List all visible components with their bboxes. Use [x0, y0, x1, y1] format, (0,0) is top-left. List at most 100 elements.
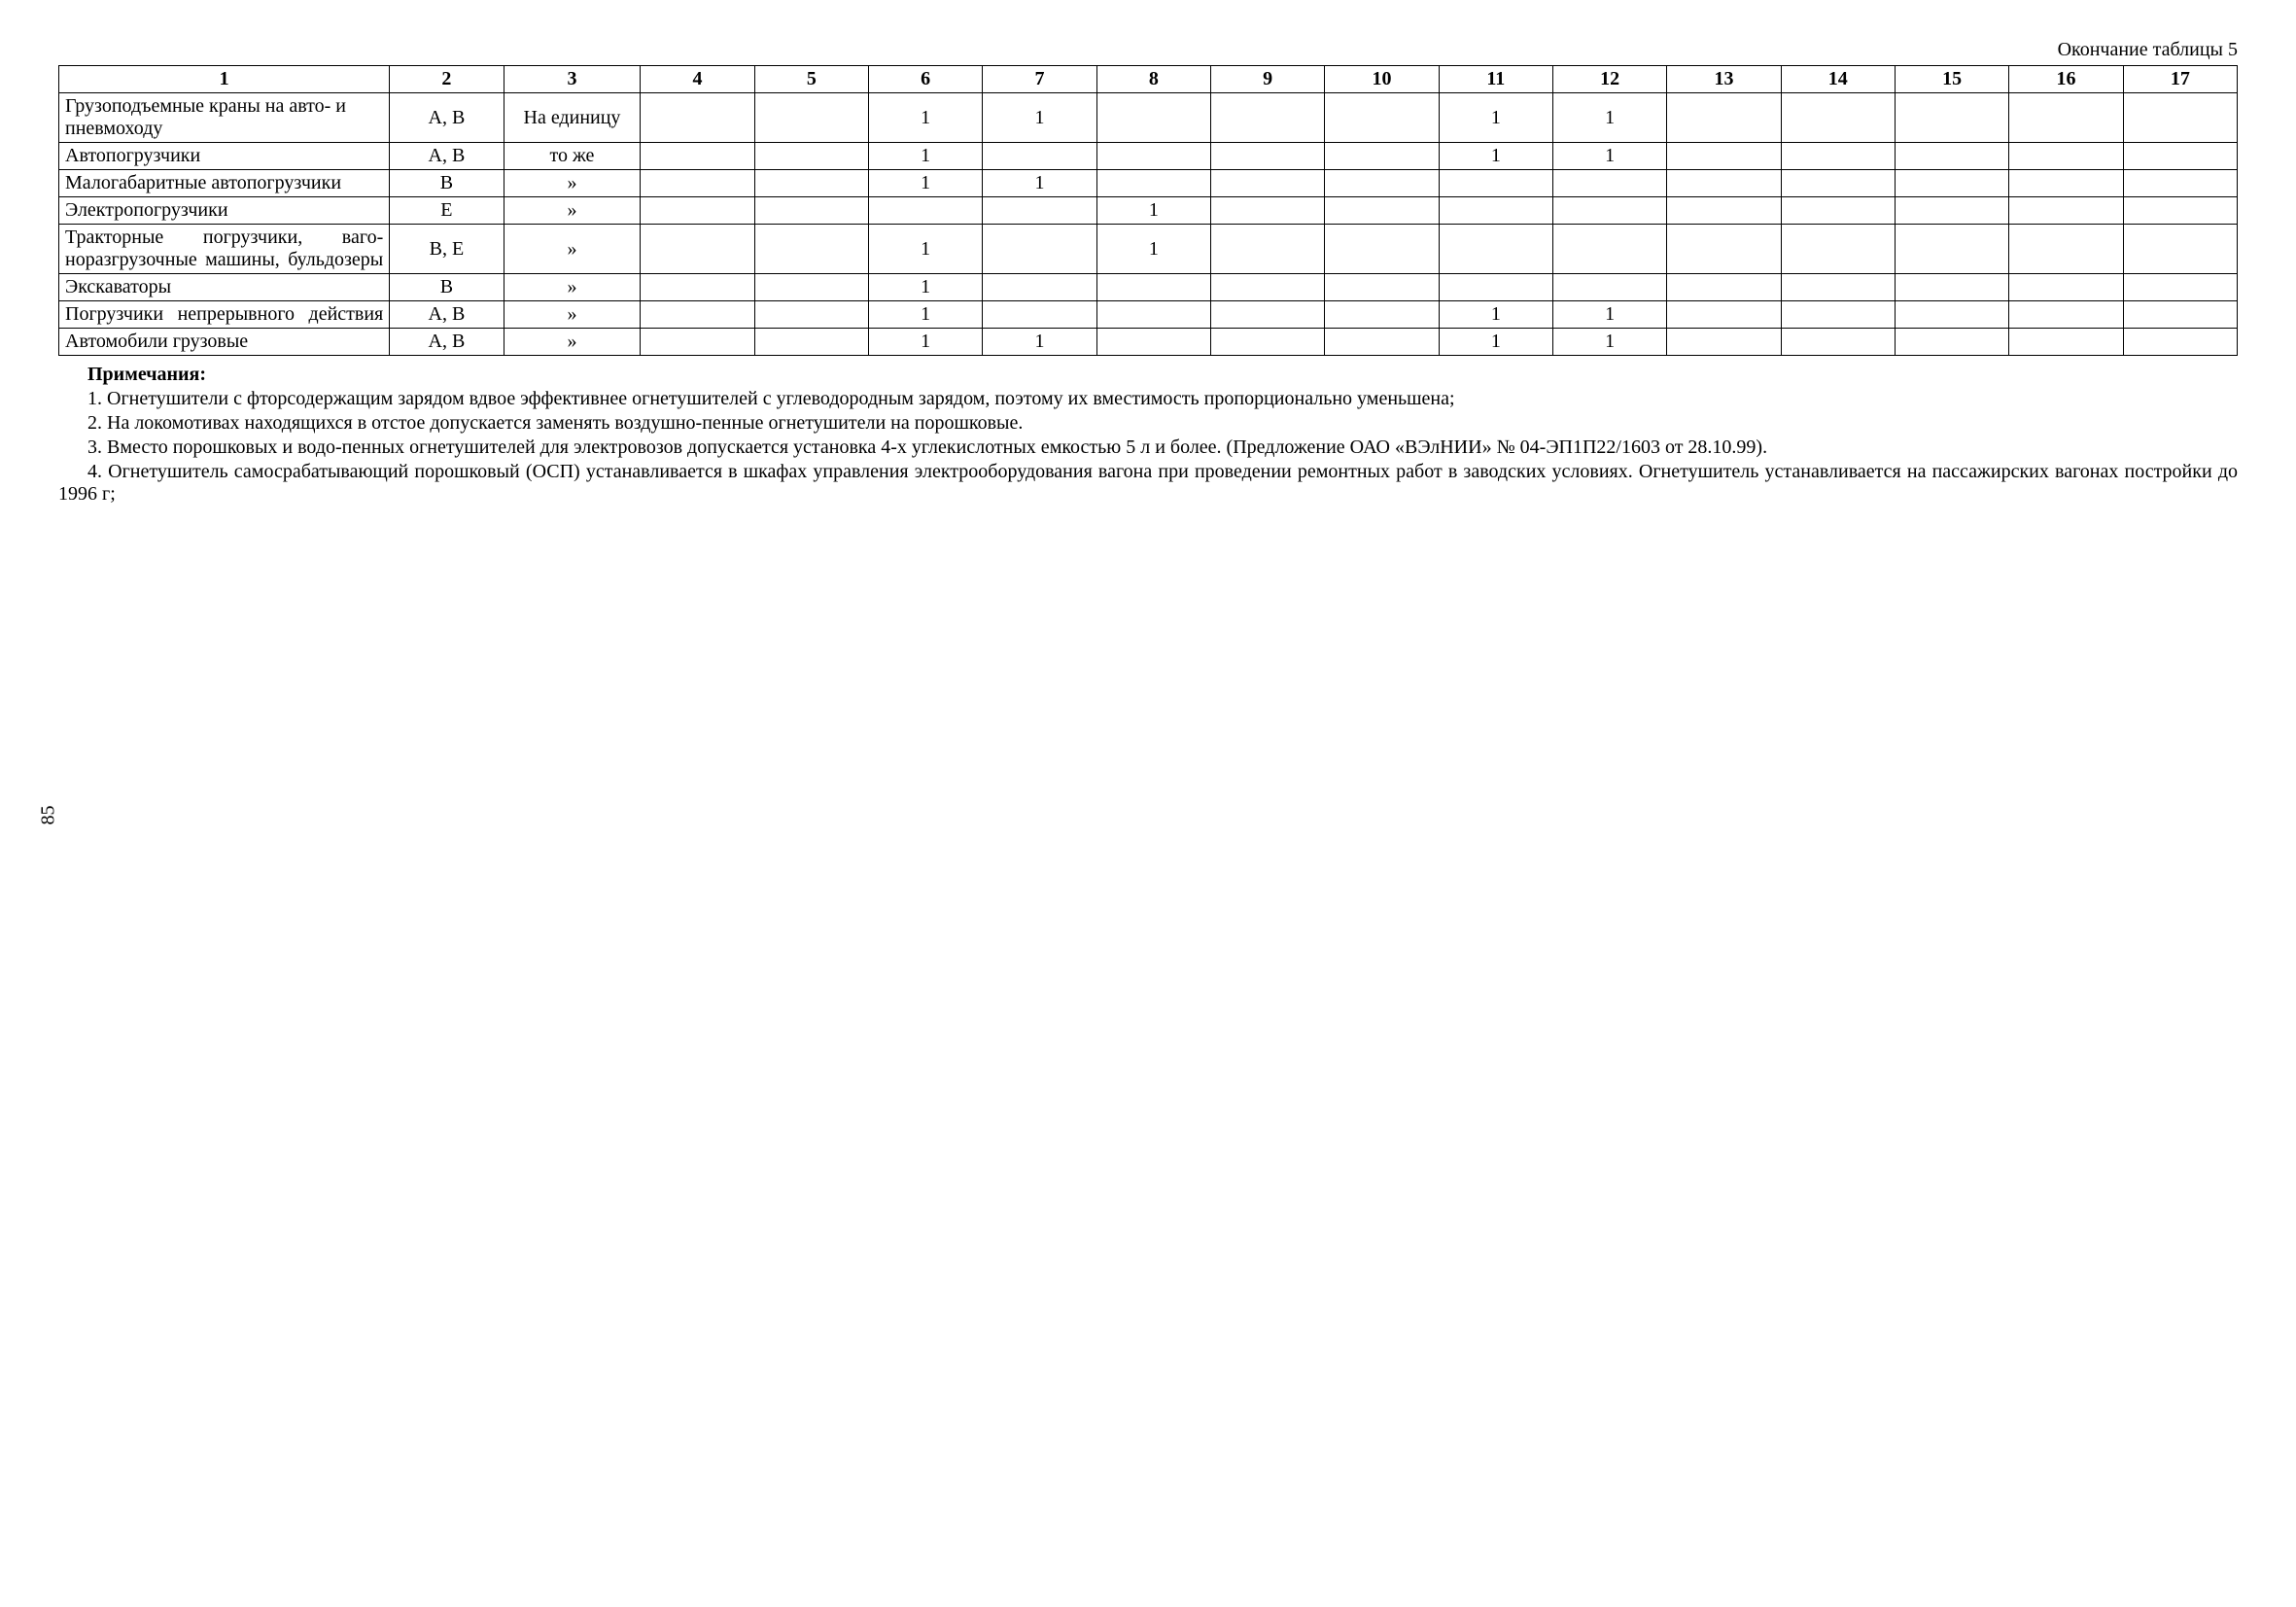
table-cell — [1667, 329, 1781, 356]
table-cell — [1325, 170, 1439, 197]
table-cell: » — [504, 197, 641, 225]
table-cell — [2123, 225, 2237, 274]
column-header: 11 — [1439, 66, 1552, 93]
note-item: 1. Огнетушители с фторсодержащим зарядом… — [58, 388, 2238, 410]
table-cell — [1895, 274, 2008, 301]
table-cell — [1781, 197, 1895, 225]
table-cell — [2009, 93, 2123, 143]
table-cell — [2123, 329, 2237, 356]
table-cell: Погрузчики не­прерывного дей­ствия — [59, 301, 390, 329]
table-cell — [1096, 170, 1210, 197]
table-cell — [754, 170, 868, 197]
table-row: Погрузчики не­прерывного дей­ствияA, B» 1… — [59, 301, 2238, 329]
column-header: 7 — [983, 66, 1096, 93]
column-header: 17 — [2123, 66, 2237, 93]
table-cell — [1552, 170, 1666, 197]
table-cell — [1781, 170, 1895, 197]
column-header: 16 — [2009, 66, 2123, 93]
column-header: 1 — [59, 66, 390, 93]
table-cell: E — [390, 197, 504, 225]
table-cell: 1 — [1552, 301, 1666, 329]
table-cell: A, B — [390, 93, 504, 143]
table-cell: 1 — [869, 170, 983, 197]
table-cell — [983, 143, 1096, 170]
table-cell — [983, 197, 1096, 225]
table-cell: 1 — [1552, 143, 1666, 170]
table-cell — [1096, 274, 1210, 301]
table-cell — [1325, 225, 1439, 274]
table-cell — [754, 197, 868, 225]
note-item: 4. Огнетушитель самосрабатывающий порошк… — [58, 461, 2238, 506]
column-header: 6 — [869, 66, 983, 93]
table-cell: » — [504, 301, 641, 329]
table-cell — [2009, 170, 2123, 197]
table-cell — [1895, 197, 2008, 225]
column-header: 5 — [754, 66, 868, 93]
table-cell — [1781, 301, 1895, 329]
table-cell: 1 — [1439, 143, 1552, 170]
column-header: 14 — [1781, 66, 1895, 93]
table-cell: 1 — [983, 329, 1096, 356]
table-row: ЭкскаваторыB»1 — [59, 274, 2238, 301]
table-body: Грузоподъемные краны на авто- и пневмохо… — [59, 93, 2238, 356]
table-cell — [1781, 329, 1895, 356]
table-cell — [2123, 143, 2237, 170]
table-cell — [754, 301, 868, 329]
table-cell — [1096, 301, 1210, 329]
table-cell: 1 — [1439, 301, 1552, 329]
table-cell — [641, 329, 754, 356]
table-cell — [1211, 301, 1325, 329]
table-cell — [1096, 329, 1210, 356]
column-header: 13 — [1667, 66, 1781, 93]
table-cell: Электропогруз­чики — [59, 197, 390, 225]
table-cell: Тракторные по­грузчики, ваго­норазгрузоч… — [59, 225, 390, 274]
table-cell — [2123, 301, 2237, 329]
table-cell: 1 — [1096, 197, 1210, 225]
table-cell: 1 — [869, 93, 983, 143]
table-cell: A, B — [390, 329, 504, 356]
table-cell — [1439, 274, 1552, 301]
table-cell: Автопогрузчики — [59, 143, 390, 170]
table-row: Электропогруз­чикиE» 1 — [59, 197, 2238, 225]
table-cell — [641, 274, 754, 301]
table-cell — [983, 225, 1096, 274]
table-cell — [754, 225, 868, 274]
column-header: 12 — [1552, 66, 1666, 93]
table-cell — [2123, 274, 2237, 301]
table-cell — [1439, 225, 1552, 274]
table-cell — [1667, 143, 1781, 170]
notes-section: Примечания: 1. Огнетушители с фторсодерж… — [58, 364, 2238, 506]
table-row: Грузоподъемные краны на авто- и пневмохо… — [59, 93, 2238, 143]
table-cell — [1667, 197, 1781, 225]
table-cell — [1552, 274, 1666, 301]
table-cell — [2123, 170, 2237, 197]
table-row: Тракторные по­грузчики, ваго­норазгрузоч… — [59, 225, 2238, 274]
table-cell — [1667, 225, 1781, 274]
table-cell — [1325, 301, 1439, 329]
table-cell: 1 — [983, 93, 1096, 143]
table-cell — [1667, 274, 1781, 301]
table-cell: 1 — [869, 301, 983, 329]
table-cell — [754, 274, 868, 301]
table-cell — [2009, 301, 2123, 329]
table-cell — [641, 143, 754, 170]
table-cell — [1895, 93, 2008, 143]
table-cell — [869, 197, 983, 225]
notes-title: Примечания: — [58, 364, 2238, 386]
table-cell — [754, 143, 868, 170]
table-cell — [1667, 301, 1781, 329]
table-cell — [754, 329, 868, 356]
data-table: 1234567891011121314151617 Грузоподъемные… — [58, 65, 2238, 356]
table-cell — [1781, 274, 1895, 301]
page-number: 85 — [38, 805, 60, 824]
column-header: 15 — [1895, 66, 2008, 93]
table-cell: 1 — [1552, 93, 1666, 143]
table-cell: Малогабаритные автопогрузчики — [59, 170, 390, 197]
table-cell: B — [390, 274, 504, 301]
table-cell: 1 — [869, 225, 983, 274]
table-cell: На еди­ницу — [504, 93, 641, 143]
table-cell — [1325, 274, 1439, 301]
column-header: 4 — [641, 66, 754, 93]
table-cell: A, B — [390, 301, 504, 329]
table-cell — [1096, 93, 1210, 143]
